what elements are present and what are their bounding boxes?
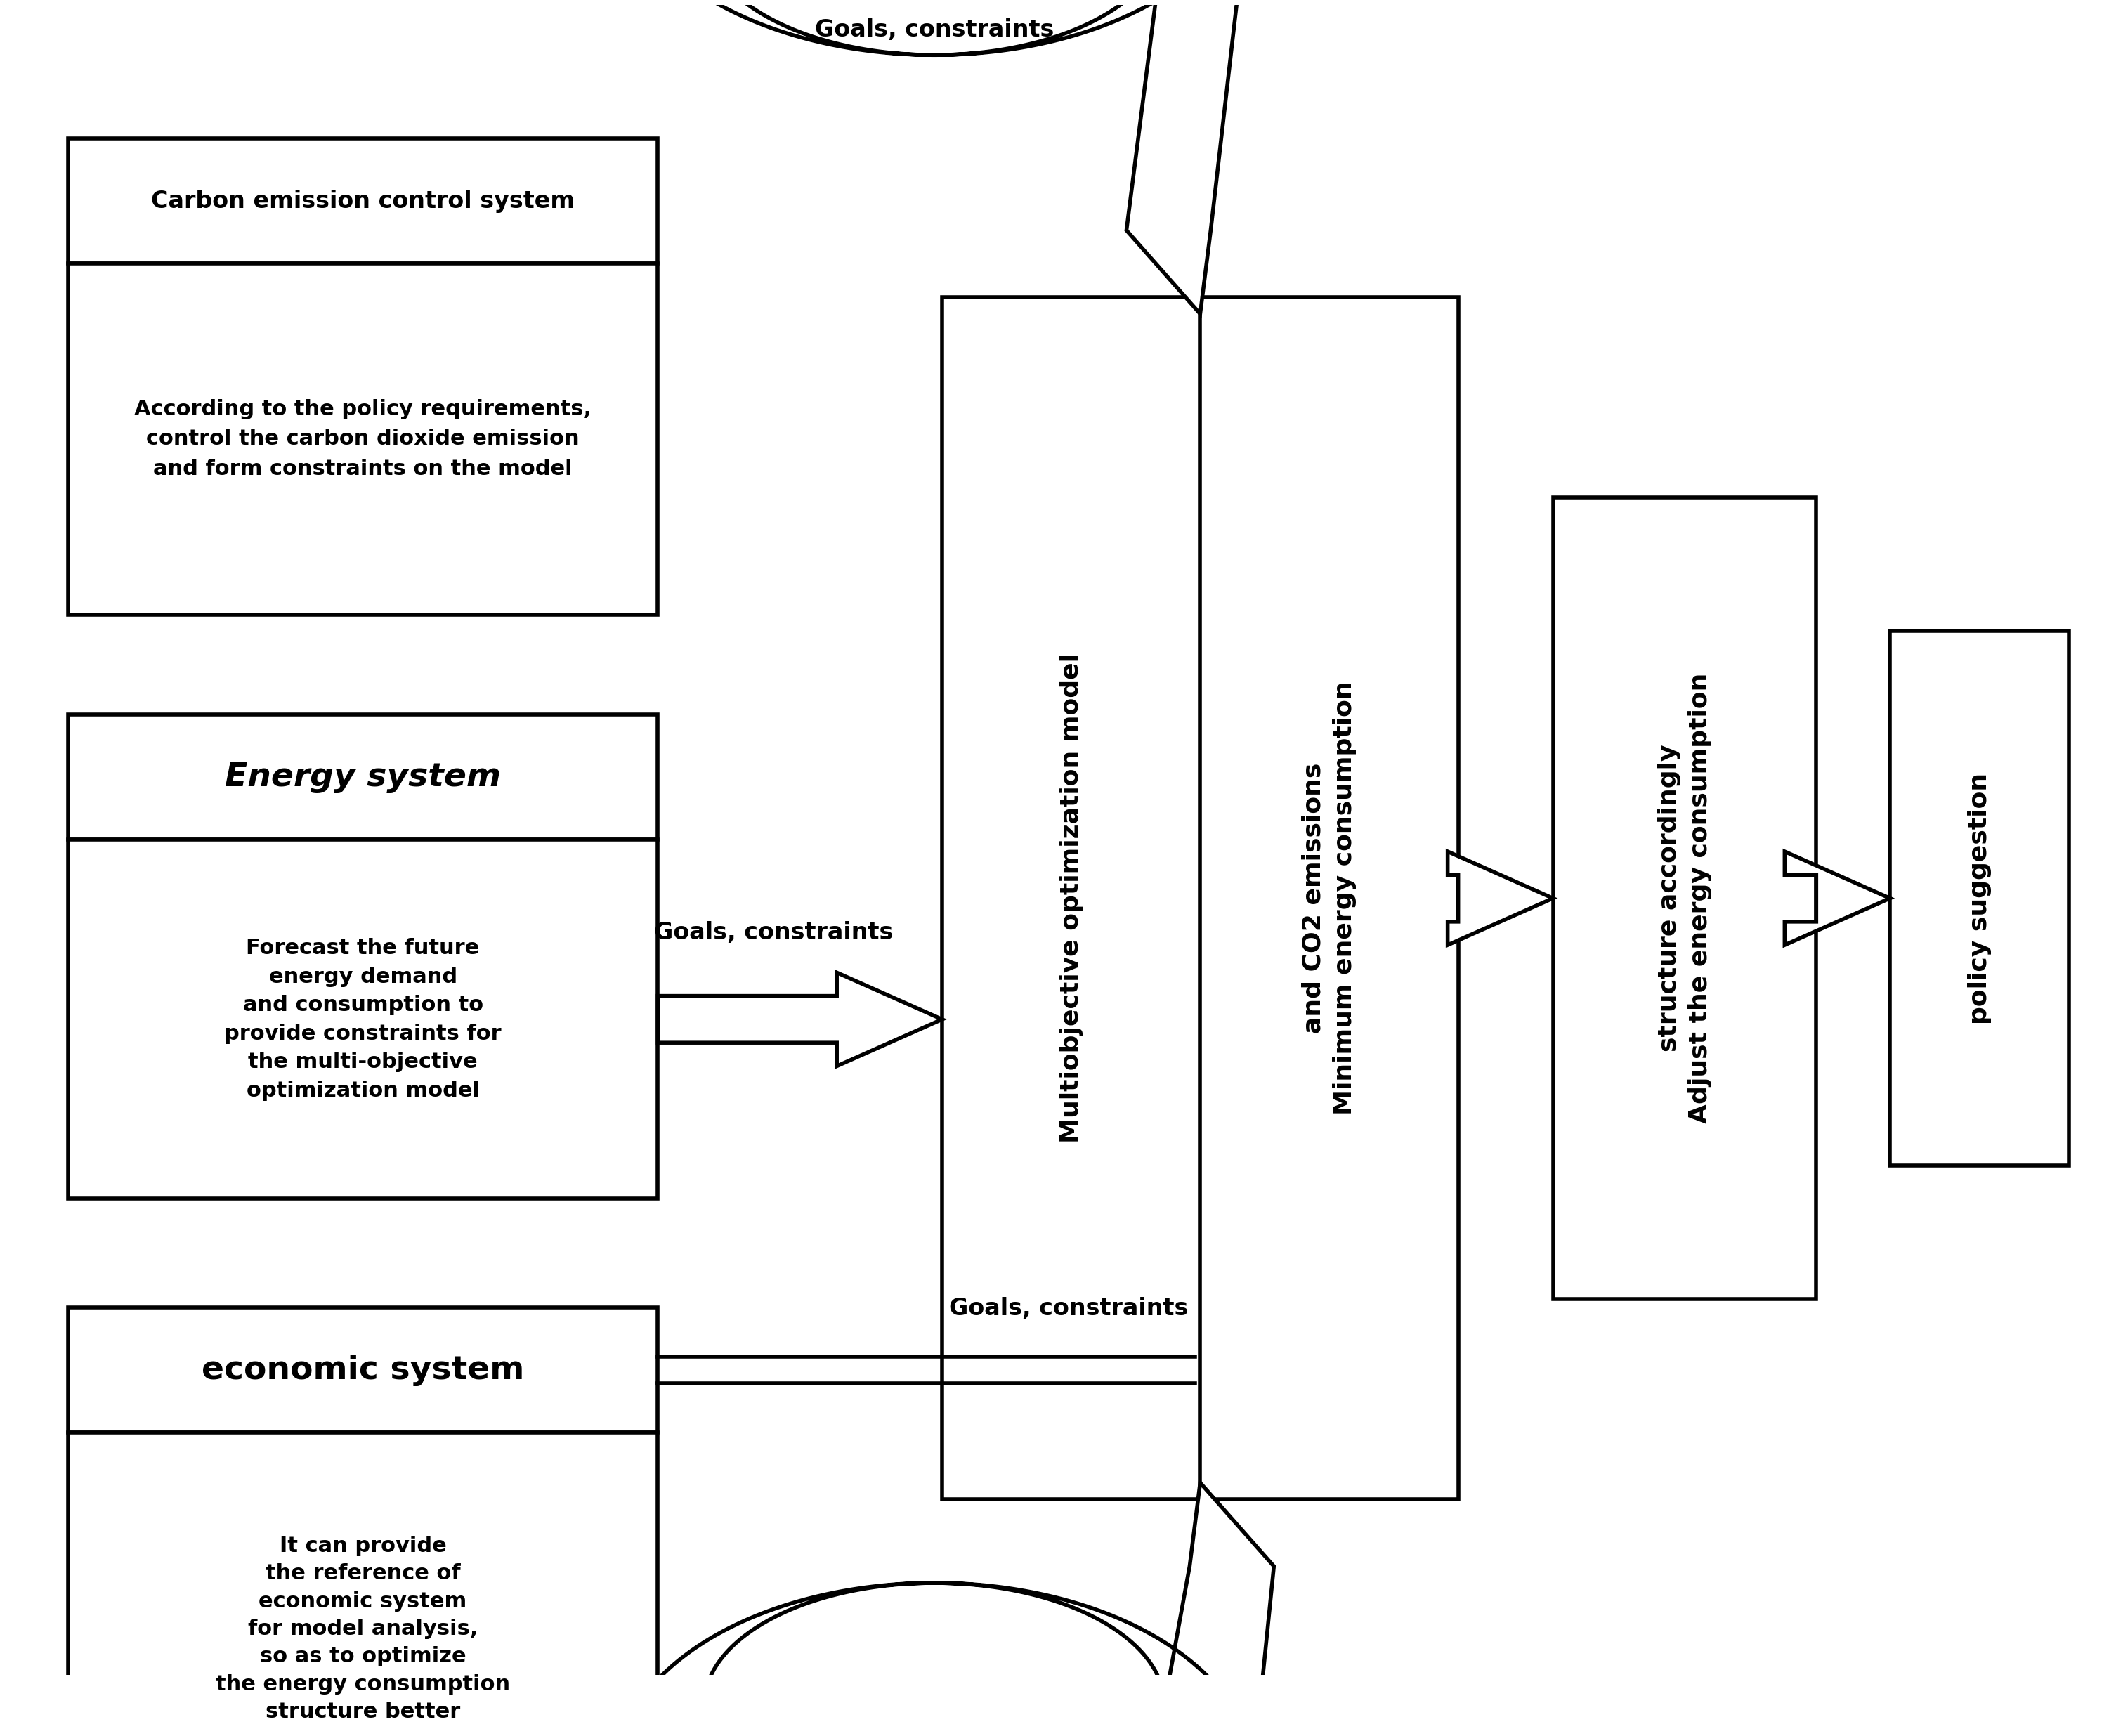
- Bar: [1553, 498, 1816, 1299]
- Bar: [68, 264, 658, 615]
- Polygon shape: [616, 0, 1253, 314]
- Text: policy suggestion: policy suggestion: [1968, 773, 1991, 1024]
- Text: Energy system: Energy system: [224, 762, 501, 793]
- Text: Goals, constraints: Goals, constraints: [948, 1297, 1187, 1319]
- Bar: [942, 297, 1458, 1500]
- Text: structure accordingly
Adjust the energy consumption: structure accordingly Adjust the energy …: [1657, 674, 1712, 1123]
- Text: Forecast the future
energy demand
and consumption to
provide constraints for
the: Forecast the future energy demand and co…: [224, 937, 501, 1101]
- Polygon shape: [658, 972, 942, 1066]
- Polygon shape: [616, 1483, 1274, 1736]
- Text: According to the policy requirements,
control the carbon dioxide emission
and fo: According to the policy requirements, co…: [133, 399, 592, 479]
- Bar: [1890, 632, 2069, 1165]
- Text: and CO2 emissions
Minimum energy consumption: and CO2 emissions Minimum energy consump…: [1301, 681, 1356, 1115]
- Bar: [68, 1307, 658, 1432]
- Bar: [68, 715, 658, 840]
- Bar: [68, 840, 658, 1200]
- Bar: [68, 139, 658, 264]
- Text: Multiobjective optimization model: Multiobjective optimization model: [1060, 653, 1083, 1142]
- Text: economic system: economic system: [201, 1354, 525, 1385]
- Bar: [68, 1432, 658, 1736]
- Text: Goals, constraints: Goals, constraints: [815, 19, 1054, 42]
- Text: Goals, constraints: Goals, constraints: [654, 922, 893, 944]
- Polygon shape: [1784, 851, 1890, 944]
- Text: Carbon emission control system: Carbon emission control system: [150, 189, 576, 214]
- Text: It can provide
the reference of
economic system
for model analysis,
so as to opt: It can provide the reference of economic…: [216, 1536, 510, 1722]
- Polygon shape: [1447, 851, 1553, 944]
